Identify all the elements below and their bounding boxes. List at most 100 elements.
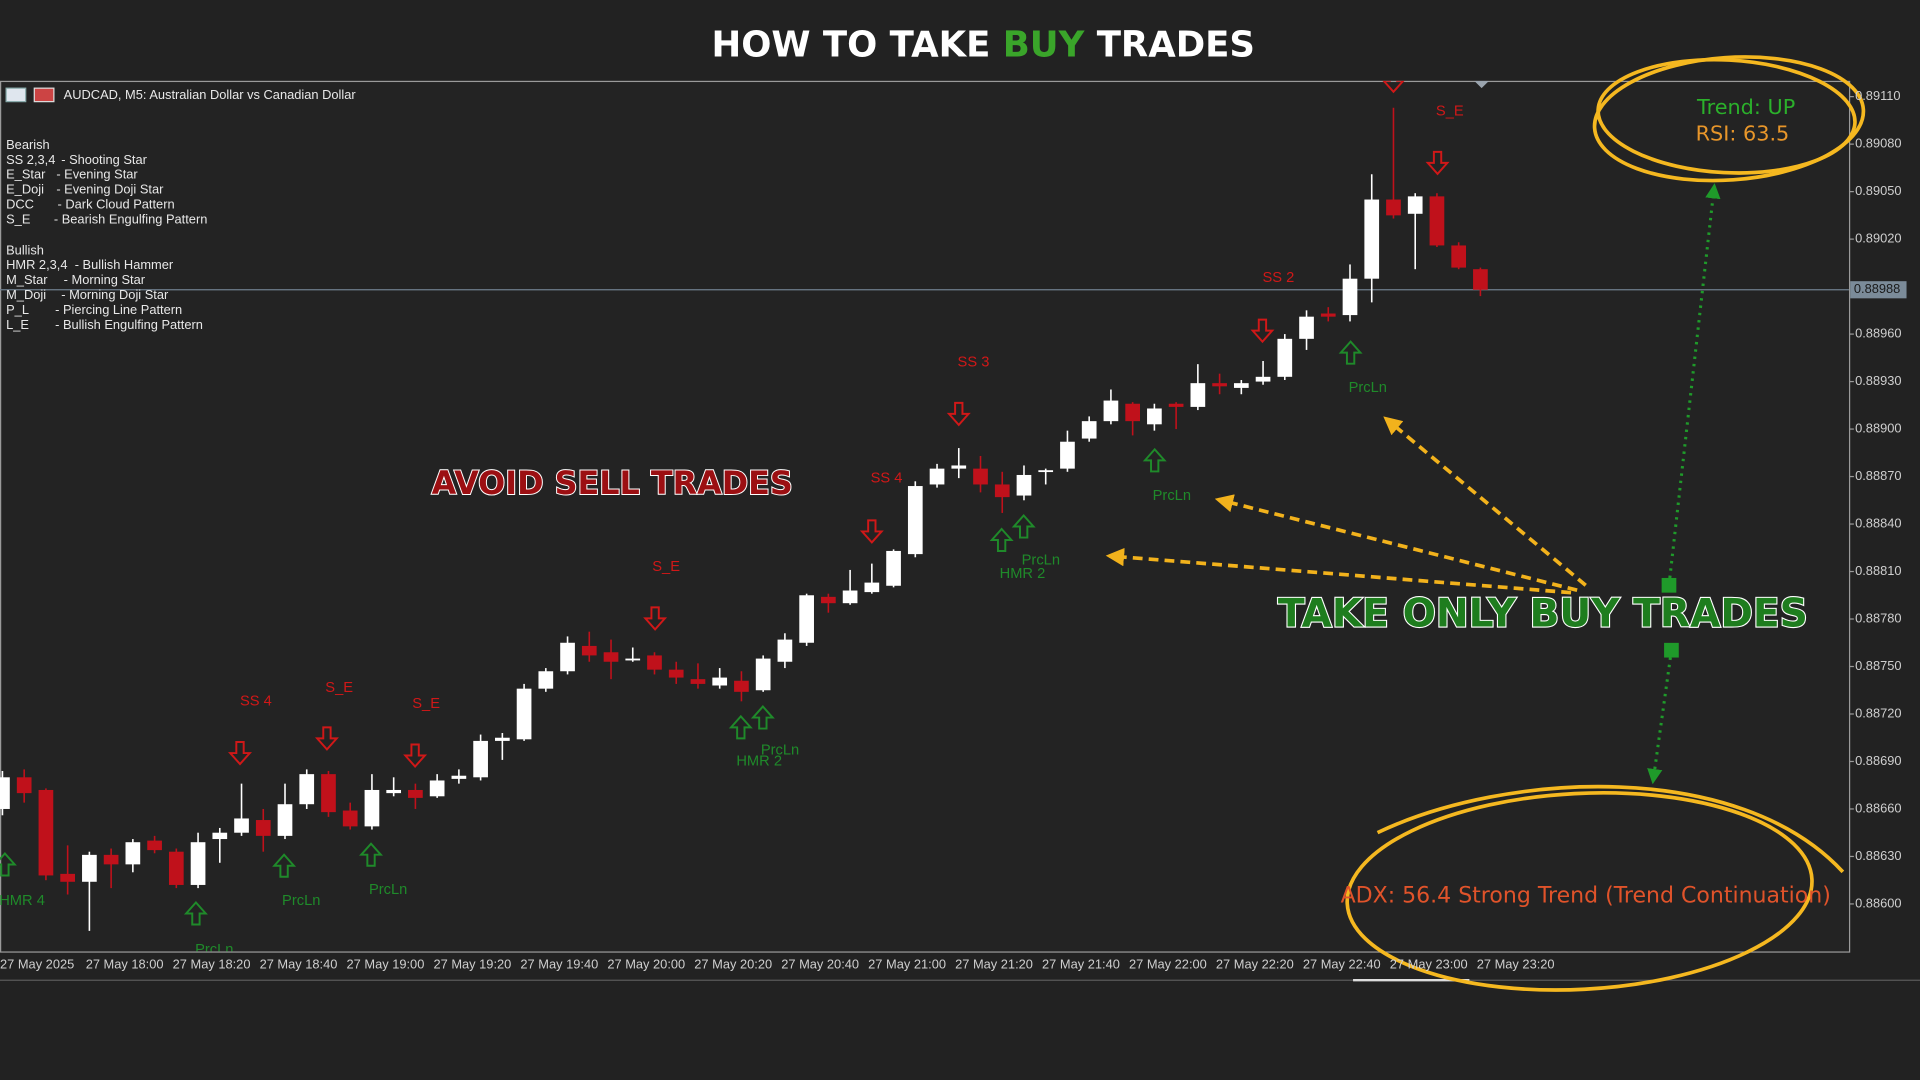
candle-body: [1299, 316, 1314, 339]
pointer-arrow: [1214, 494, 1578, 592]
y-tick-label: 0.88630: [1855, 848, 1901, 863]
candle-body: [429, 780, 445, 797]
x-tick-label: 27 May 19:00: [347, 956, 425, 971]
take-label: TAKE ONLY BUY TRADES: [1278, 591, 1808, 636]
x-tick-label: 27 May 2025: [0, 956, 74, 971]
current-price-label: 0.88988: [1854, 281, 1900, 296]
x-tick-label: 27 May 23:00: [1390, 956, 1468, 971]
candle-body: [255, 820, 271, 836]
candle-body: [1429, 196, 1445, 246]
x-tick-label: 27 May 18:20: [173, 956, 251, 971]
candle-body: [38, 789, 54, 876]
pointer-arrows: [1105, 416, 1587, 595]
legend-code: M_Star: [6, 272, 48, 287]
candle-body: [234, 818, 249, 833]
legend-desc: - Bearish Engulfing Pattern: [54, 212, 208, 227]
candle-body: [1451, 245, 1467, 268]
y-tick-label: 0.88780: [1855, 610, 1901, 625]
candle-body: [712, 677, 728, 686]
bearish-arrow: [946, 401, 971, 427]
bearish-arrow: [228, 741, 252, 766]
bullish-signal: PrcLn: [1022, 553, 1060, 569]
page-title: HOW TO TAKE BUY TRADES: [712, 25, 1255, 66]
x-tick-label: 27 May 19:40: [520, 956, 598, 971]
candle-body: [1233, 383, 1249, 388]
candle-body: [386, 789, 402, 794]
candle-body: [277, 804, 293, 836]
candle-body: [16, 777, 32, 794]
candle-body: [0, 777, 10, 809]
x-tick-label: 27 May 23:20: [1477, 956, 1555, 971]
legend-heading: Bullish: [6, 242, 44, 257]
x-tick-label: 27 May 22:20: [1216, 956, 1294, 971]
y-tick-label: 0.88810: [1855, 563, 1901, 578]
candle-body: [1386, 199, 1401, 216]
bearish-signal: SS 3: [958, 354, 990, 370]
x-tick-label: 27 May 22:40: [1303, 956, 1381, 971]
highlight-ring: [1592, 55, 1866, 183]
avoid-label: AVOID SELL TRADES: [432, 464, 793, 502]
bearish-signal: S_E: [652, 559, 680, 575]
candle-body: [495, 737, 510, 741]
candle-body: [1212, 383, 1227, 387]
candle-body: [168, 851, 184, 885]
candle-body: [668, 669, 684, 678]
title-part: BUY: [1003, 25, 1086, 66]
candle-body: [1407, 196, 1423, 214]
x-tick-label: 27 May 18:40: [260, 956, 338, 971]
candle-body: [212, 832, 228, 840]
bullish-signal: PrcLn: [282, 893, 320, 909]
x-tick-label: 27 May 21:00: [868, 956, 946, 971]
highlight-ring: [1345, 791, 1814, 992]
bullish-signal: PrcLn: [761, 742, 799, 758]
x-tick-label: 27 May 18:00: [86, 956, 164, 971]
legend-desc: - Morning Star: [64, 272, 146, 287]
candle-body: [103, 854, 119, 865]
legend-code: E_Star: [6, 167, 46, 182]
y-tick-label: 0.88660: [1855, 800, 1901, 815]
candle-body: [755, 658, 771, 691]
y-tick-label: 0.88720: [1855, 705, 1901, 720]
bearish-arrow: [1425, 150, 1450, 176]
candle-body: [581, 645, 597, 656]
window-icon: [33, 87, 55, 103]
candle-body: [973, 468, 988, 485]
bearish-arrow: [1250, 318, 1275, 344]
candle-body: [777, 639, 793, 662]
candle-body: [625, 658, 641, 661]
y-tick-label: 0.88960: [1855, 325, 1901, 340]
pointer-arrow: [1383, 416, 1587, 587]
candle-body: [907, 486, 923, 555]
legend-code: M_Doji: [6, 287, 46, 302]
bullish-arrow: [989, 527, 1014, 552]
y-tick-label: 0.89020: [1855, 231, 1901, 246]
y-tick-label: 0.88840: [1855, 515, 1901, 530]
y-tick-label: 0.88750: [1855, 658, 1901, 673]
y-tick-label: 0.88930: [1855, 373, 1901, 388]
candle-body: [603, 652, 619, 662]
candle-body: [451, 775, 467, 779]
plot-layer: SS 4 S_E S_E S_E SS 4 SS 3 SS 2 S_E HMR 4 PrcLn Pr…: [0, 80, 1849, 951]
x-tick-label: 27 May 20:40: [781, 956, 859, 971]
legend-code: HMR 2,3,4: [6, 257, 67, 272]
current-price-tag: [1850, 281, 1907, 299]
chart-window-title: AUDCAD, M5: Australian Dollar vs Canadia…: [64, 87, 357, 102]
candle-body: [821, 596, 836, 604]
x-tick-label: 27 May 21:40: [1042, 956, 1120, 971]
candle-body: [342, 810, 358, 827]
candle-body: [1060, 441, 1075, 469]
highlight-circles: [1345, 55, 1866, 992]
candle-body: [994, 484, 1010, 498]
bullish-arrow: [750, 705, 775, 730]
y-tick-label: 0.89080: [1855, 136, 1901, 151]
indicator-link: [1667, 183, 1721, 586]
legend-heading: Bearish: [6, 137, 50, 152]
candle-body: [1016, 474, 1032, 496]
candle-body: [190, 842, 206, 885]
legend-desc: - Shooting Star: [61, 152, 147, 167]
bearish-arrow: [403, 743, 428, 769]
bullish-arrow: [1338, 340, 1363, 365]
bearish-signal: SS 2: [1262, 270, 1294, 286]
window-icon: [5, 87, 27, 103]
candle-body: [1147, 408, 1162, 425]
